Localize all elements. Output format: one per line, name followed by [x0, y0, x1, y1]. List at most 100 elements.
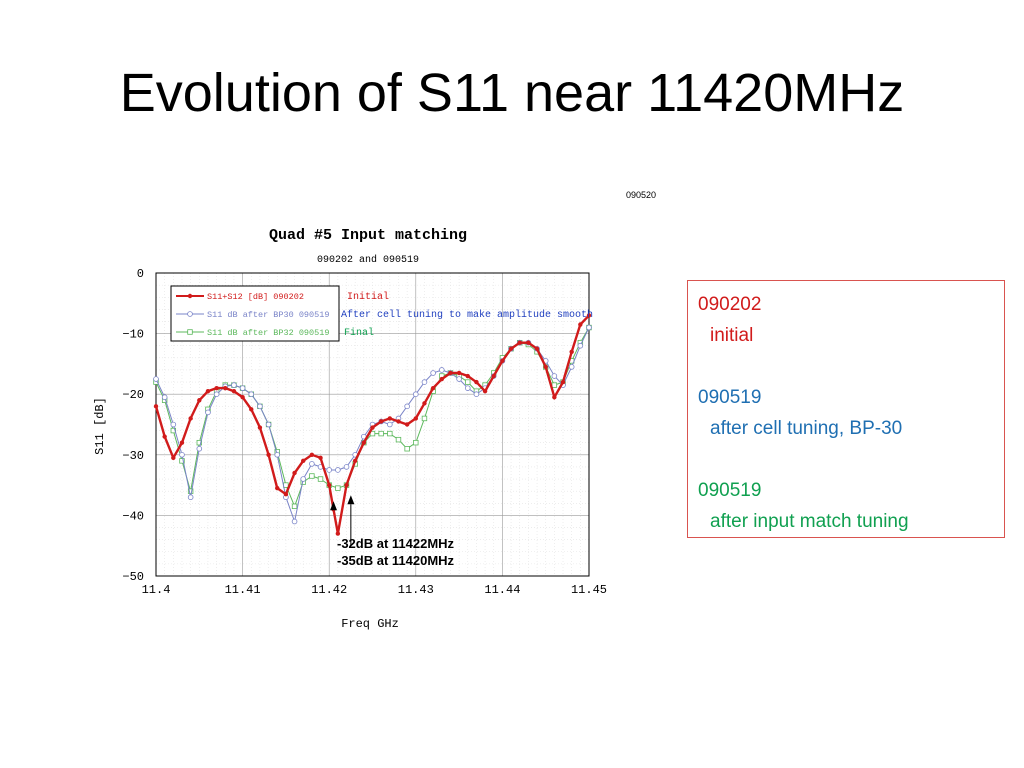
data-point [335, 531, 341, 536]
note-date-final: 090519 [698, 480, 762, 501]
data-point [300, 476, 307, 482]
data-point [292, 470, 297, 476]
data-point [179, 458, 185, 464]
data-point [387, 421, 393, 428]
data-point [170, 427, 177, 434]
data-point [456, 370, 462, 376]
data-point [291, 503, 298, 510]
legend-tag-final: Final [344, 327, 374, 339]
series-2 [153, 324, 592, 510]
annotation-32db: -32dB at 11422MHz [337, 536, 455, 551]
data-point [586, 324, 592, 331]
data-point [170, 421, 177, 428]
data-point [318, 455, 323, 461]
data-point [404, 422, 410, 427]
data-point [430, 385, 436, 391]
data-point [552, 395, 557, 400]
data-point [179, 451, 185, 458]
data-point [162, 434, 167, 439]
data-point [265, 421, 272, 428]
legend-entry-label: S11 dB after BP32 090519 [207, 328, 329, 338]
notes-box: 090202 initial 090519 after cell tuning,… [687, 280, 1005, 538]
legend-tag-after-cell-tuning: After cell tuning to make amplitude smoo… [341, 309, 593, 321]
data-point [239, 385, 246, 391]
data-point [187, 488, 194, 494]
data-point [301, 458, 306, 464]
series-layer [153, 313, 592, 536]
data-point [275, 485, 280, 491]
data-point [412, 391, 419, 398]
legend-swatch-marker [187, 311, 193, 317]
data-point [491, 373, 496, 379]
data-point [343, 464, 350, 470]
data-point [309, 473, 315, 479]
legend-swatch-marker [187, 293, 193, 299]
data-point [187, 494, 194, 501]
data-point [378, 419, 384, 424]
x-tick-label: 11.44 [484, 583, 520, 597]
data-point [569, 349, 574, 354]
y-tick-label: −20 [122, 388, 144, 402]
data-point [430, 370, 436, 376]
data-point [309, 461, 315, 467]
data-point [465, 373, 470, 379]
data-point [551, 382, 558, 388]
data-point [370, 425, 375, 430]
data-point [551, 373, 558, 379]
data-point [456, 376, 462, 382]
data-point [274, 451, 281, 458]
chart-subtitle: 090202 and 090519 [317, 254, 419, 266]
data-point [153, 376, 159, 382]
data-point [214, 385, 219, 391]
x-tick-label: 11.4 [142, 583, 171, 597]
legend: S11+S12 [dB] 090202 S11 dB after BP30 090… [176, 292, 329, 338]
note-text-bp30: after cell tuning, BP-30 [710, 418, 903, 439]
data-point [396, 419, 401, 424]
data-point [387, 416, 393, 421]
data-point [413, 439, 419, 446]
data-point [422, 401, 427, 406]
legend-tag-initial: Initial [347, 291, 389, 303]
data-point [240, 395, 245, 400]
data-point [231, 388, 237, 394]
data-point [161, 394, 168, 401]
x-tick-label: 11.41 [225, 583, 261, 597]
data-point [196, 445, 203, 452]
slide-title: Evolution of S11 near 11420MHz [119, 63, 905, 123]
data-point [526, 340, 531, 345]
legend-entry-label: S11+S12 [dB] 090202 [207, 292, 304, 302]
data-point [361, 440, 367, 445]
data-point [395, 436, 402, 443]
note-text-final: after input match tuning [710, 511, 909, 532]
data-point [421, 415, 428, 422]
annotation-markers [330, 495, 355, 546]
data-point [249, 407, 254, 412]
data-point [448, 370, 453, 376]
plot-frame [155, 272, 590, 577]
data-point [421, 379, 428, 385]
y-tick-label: −50 [122, 570, 144, 584]
y-tick-label: 0 [137, 267, 144, 281]
data-point [257, 403, 263, 410]
data-point [404, 446, 410, 452]
data-point [482, 388, 488, 394]
data-point [283, 482, 289, 488]
data-point [413, 416, 418, 421]
data-point [474, 379, 479, 385]
data-point [577, 342, 584, 349]
annotation-arrow [330, 501, 338, 511]
data-point [283, 491, 289, 497]
data-point [153, 404, 159, 409]
data-point [568, 364, 575, 370]
data-point [473, 391, 480, 398]
data-point [387, 430, 393, 437]
data-point [248, 391, 255, 398]
grid [156, 273, 589, 576]
data-point [352, 458, 358, 464]
legend-entry-label: S11 dB after BP30 090519 [207, 310, 329, 320]
data-point [464, 385, 471, 391]
date-stamp: 090520 [626, 190, 656, 200]
data-point [196, 439, 202, 446]
data-point [171, 455, 176, 461]
note-date-bp30: 090519 [698, 387, 762, 408]
